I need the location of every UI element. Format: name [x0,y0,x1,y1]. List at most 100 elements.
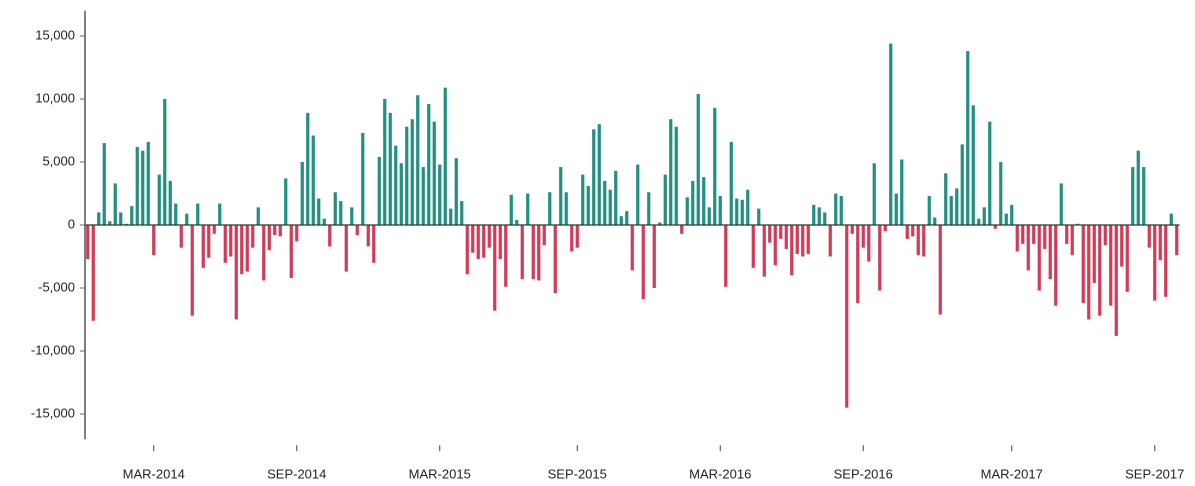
bar [867,225,871,262]
bar [372,225,376,263]
bar [685,197,689,225]
bar [586,185,590,225]
bar [625,211,629,225]
bar [845,225,849,408]
bar [102,143,106,225]
bar [784,225,788,249]
bar [218,203,222,225]
bar [460,201,464,225]
bar [322,218,326,225]
bar [366,225,370,247]
bar [713,107,717,225]
bar [135,146,139,225]
bar [559,167,563,225]
bar [201,225,205,268]
bar [691,180,695,225]
bar [91,225,95,321]
bar [680,225,684,234]
bar [1059,183,1063,225]
bar [1114,225,1118,336]
x-tick-label: MAR-2016 [689,467,751,482]
bar [861,225,865,248]
bar [1070,225,1074,256]
bar [1098,225,1102,316]
bar [669,119,673,225]
bar [108,221,112,225]
bar [498,225,502,260]
bar [735,198,739,225]
bar [493,225,497,311]
bar [1004,213,1008,225]
bar [966,51,970,226]
bar [1015,225,1019,252]
bar [927,196,931,225]
bar [1131,167,1135,225]
bar [619,216,623,225]
bar [1136,150,1140,225]
bar [608,189,612,225]
x-tick-label: SEP-2014 [267,467,326,482]
bar [922,225,926,257]
bar [757,208,761,225]
bar [850,225,854,234]
bar [251,225,255,248]
bar [432,121,436,225]
bar [982,207,986,225]
bar [960,144,964,225]
bar [839,196,843,225]
bar [564,192,568,225]
bar [817,207,821,225]
bar [1076,223,1080,225]
bar [1153,225,1157,301]
bar [707,207,711,225]
bar [812,204,816,225]
bar [207,225,211,258]
bar [762,225,766,277]
bar [894,193,898,225]
bar [482,225,486,258]
bar [746,189,750,225]
y-tick-label: -5,000 [38,279,75,294]
bar [1125,225,1129,292]
bar [152,225,156,256]
bar [878,225,882,291]
x-tick-label: MAR-2014 [123,467,185,482]
bar [1065,225,1069,244]
bar [641,225,645,300]
bar [240,225,244,275]
bar [1048,225,1052,280]
bar [421,167,425,225]
bar [234,225,238,320]
bar [872,163,876,225]
bar [938,225,942,315]
bar [416,95,420,225]
bar [465,225,469,275]
bar [702,177,706,225]
bar [1120,225,1124,267]
bar [1158,225,1162,261]
bar [267,225,271,251]
bar [795,225,799,254]
bar [883,225,887,232]
bar [916,225,920,256]
bar [658,222,662,225]
x-tick-label: MAR-2017 [981,467,1043,482]
bar [548,192,552,225]
bar [471,225,475,253]
bar [674,126,678,225]
bar [427,104,431,225]
bar [284,178,288,225]
bar [531,225,535,280]
bar [344,225,348,272]
bar [724,225,728,287]
bar [751,225,755,268]
bar [190,225,194,316]
bar [278,225,282,237]
bar [124,223,128,225]
bar [630,225,634,271]
bar [1109,225,1113,306]
bar [806,225,810,254]
bar [229,225,233,257]
bar [1010,204,1014,225]
bar [328,225,332,247]
